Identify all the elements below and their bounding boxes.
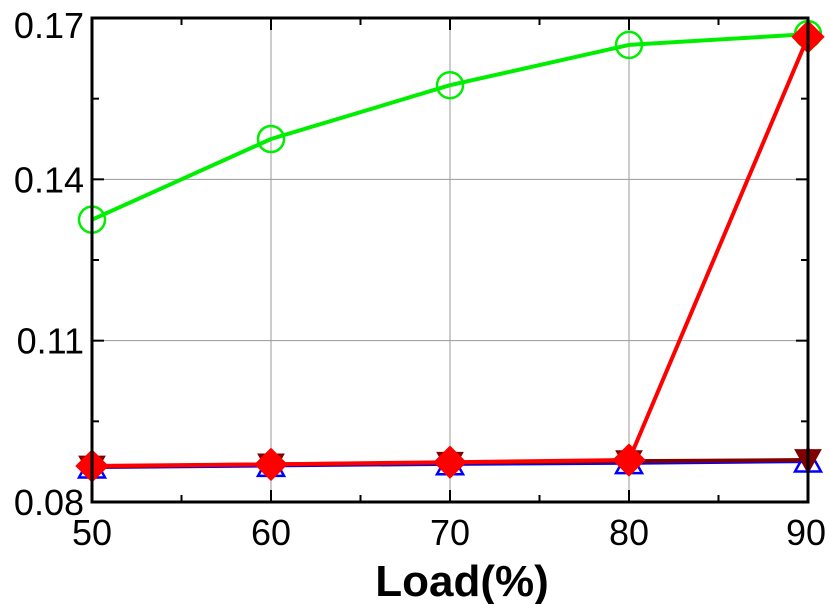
series-1-line — [91, 32, 809, 222]
grid-lines — [92, 18, 808, 502]
series-1-point — [256, 124, 286, 154]
x-tick-label: 80 — [609, 512, 649, 553]
axis-ticks — [91, 17, 809, 503]
x-tick-labels: 50 60 70 80 90 — [72, 512, 826, 553]
series-1-point — [614, 30, 644, 60]
x-tick-label: 90 — [786, 512, 826, 553]
y-tick-labels: 0.08 0.11 0.14 0.17 — [14, 5, 84, 523]
x-tick-label: 70 — [430, 512, 470, 553]
y-tick-label: 0.17 — [14, 5, 84, 46]
series-4-point — [433, 445, 467, 479]
y-tick-label: 0.11 — [17, 321, 84, 362]
series-1-point — [435, 70, 465, 100]
series-4-point — [612, 443, 646, 477]
series-4-point — [254, 447, 288, 482]
x-axis-title: Load(%) — [375, 557, 549, 604]
y-tick-label: 0.14 — [14, 159, 84, 200]
x-tick-label: 60 — [251, 512, 291, 553]
x-tick-label: 50 — [72, 512, 112, 553]
y-tick-label: 0.08 — [14, 482, 84, 523]
